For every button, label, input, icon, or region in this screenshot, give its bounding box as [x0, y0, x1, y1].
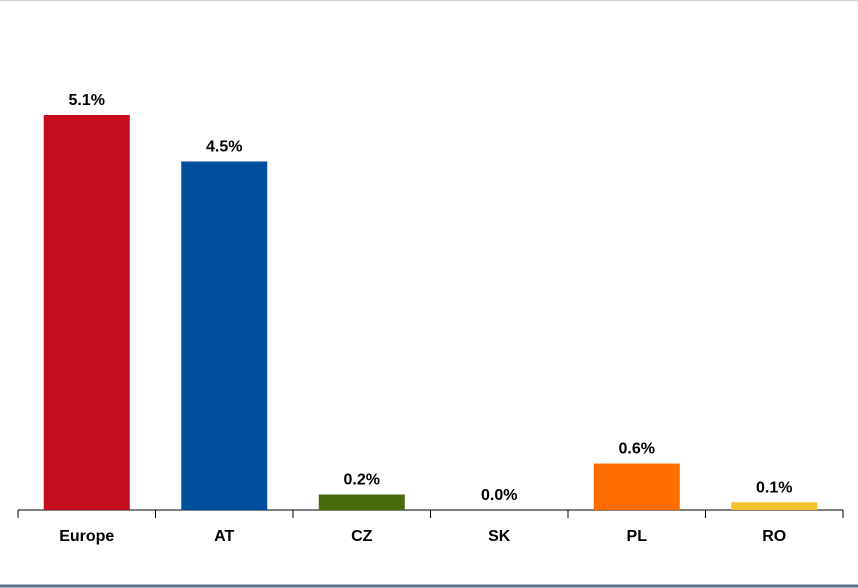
- x-tick-label: RO: [762, 528, 786, 545]
- value-label: 0.2%: [344, 472, 380, 489]
- x-tick-label: CZ: [351, 528, 373, 545]
- bar: [43, 115, 130, 510]
- bar: [181, 161, 268, 510]
- bar: [593, 463, 680, 510]
- x-tick-label: AT: [214, 528, 234, 545]
- x-tick-label: PL: [627, 528, 648, 545]
- bar: [318, 494, 405, 510]
- value-label: 0.6%: [619, 441, 655, 458]
- value-label: 0.0%: [481, 487, 517, 504]
- x-tick-label: Europe: [59, 528, 114, 545]
- value-label: 0.1%: [756, 479, 792, 496]
- value-label: 4.5%: [206, 139, 242, 156]
- bar: [731, 502, 818, 510]
- value-label: 5.1%: [69, 92, 105, 109]
- x-tick-label: SK: [488, 528, 511, 545]
